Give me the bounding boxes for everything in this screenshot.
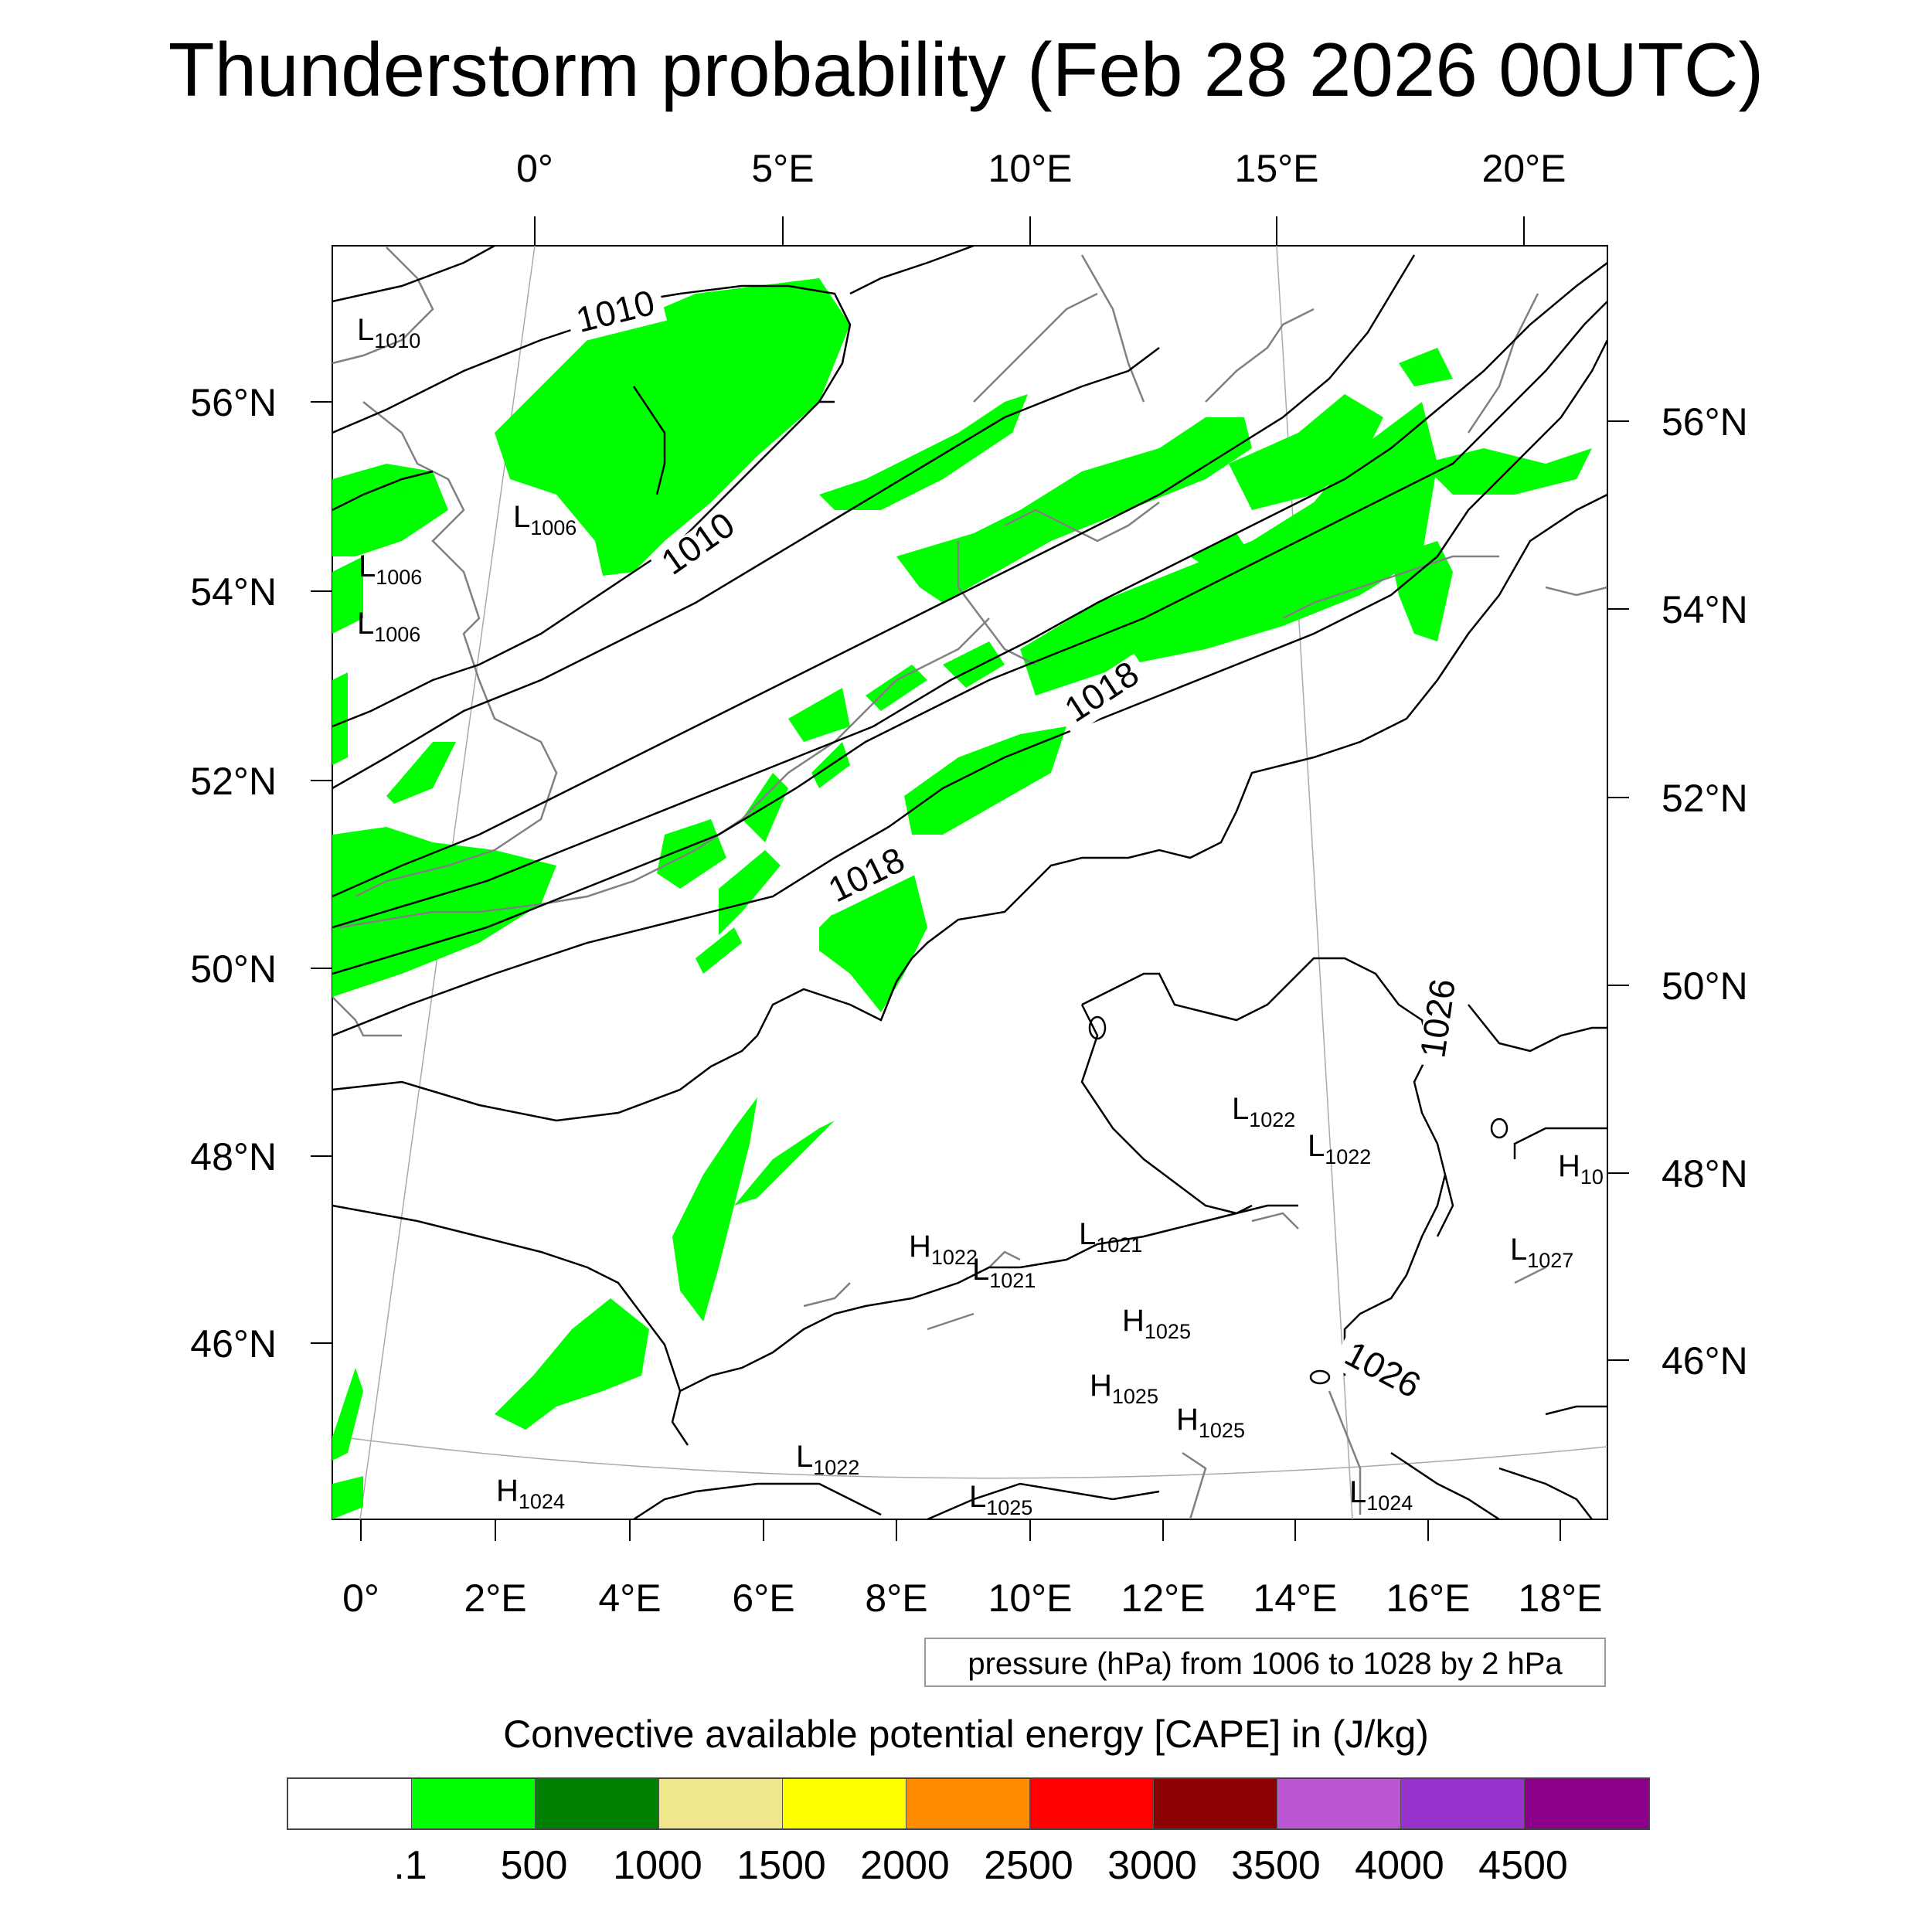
top-lon-label: 20°E	[1482, 147, 1566, 190]
pressure-center-label: H1025	[1090, 1369, 1158, 1408]
colorbar-tick-label: 3000	[1107, 1843, 1197, 1888]
right-lat-label: 48°N	[1662, 1152, 1748, 1196]
colorbar-swatch	[536, 1779, 659, 1828]
colorbar-tick-label: .1	[393, 1843, 427, 1888]
pressure-center-label: L1022	[796, 1440, 859, 1479]
coastlines	[332, 247, 1607, 1519]
colorbar-tick-label: 2000	[860, 1843, 950, 1888]
pressure-center-label: L1021	[1079, 1217, 1142, 1257]
left-lat-label: 48°N	[190, 1135, 277, 1179]
pressure-center-label: H1022	[909, 1230, 978, 1269]
pressure-center-label: H1025	[1122, 1304, 1191, 1343]
pressure-center-label: H10	[1558, 1149, 1604, 1189]
right-lat-label: 54°N	[1662, 588, 1748, 631]
bottom-lon-label: 16°E	[1386, 1577, 1471, 1620]
tick-marks	[311, 216, 1629, 1541]
bottom-lon-label: 12°E	[1121, 1577, 1206, 1620]
bottom-lon-label: 6°E	[732, 1577, 794, 1620]
colorbar-swatch	[412, 1779, 536, 1828]
chart-title: Thunderstorm probability (Feb 28 2026 00…	[168, 27, 1764, 112]
pressure-center-label: H1025	[1176, 1403, 1245, 1442]
pressure-center-label: L1024	[1349, 1475, 1413, 1515]
colorbar-swatch	[906, 1779, 1030, 1828]
pressure-center-label: L1022	[1308, 1129, 1371, 1168]
pressure-center-label: L1006	[357, 607, 420, 646]
top-lon-label: 5°E	[751, 147, 814, 190]
colorbar-swatch	[288, 1779, 412, 1828]
top-lon-label: 15°E	[1235, 147, 1319, 190]
pressure-contour-note: pressure (hPa) from 1006 to 1028 by 2 hP…	[924, 1638, 1606, 1687]
pressure-center-label: L1021	[972, 1253, 1036, 1292]
pressure-center-label: L1006	[359, 549, 422, 589]
colorbar-tick-label: 1000	[613, 1843, 702, 1888]
pressure-center-label: H1024	[496, 1474, 565, 1513]
top-lon-label: 10°E	[988, 147, 1073, 190]
left-lat-label: 56°N	[190, 381, 277, 424]
right-lat-label: 50°N	[1662, 964, 1748, 1008]
bottom-lon-label: 10°E	[988, 1577, 1073, 1620]
colorbar-swatch	[659, 1779, 783, 1828]
colorbar-tick-label: 500	[500, 1843, 568, 1888]
right-lat-label: 52°N	[1662, 777, 1748, 820]
colorbar-swatch	[1525, 1779, 1648, 1828]
left-lat-label: 54°N	[190, 570, 277, 614]
colorbar-swatch	[783, 1779, 906, 1828]
colorbar-tick-label: 4500	[1478, 1843, 1568, 1888]
pressure-center-label: L1025	[969, 1480, 1032, 1519]
right-lat-label: 56°N	[1662, 400, 1748, 444]
colorbar-title: Convective available potential energy [C…	[503, 1713, 1429, 1756]
top-lon-label: 0°	[516, 147, 553, 190]
pressure-center-label: L1010	[357, 313, 420, 352]
colorbar-tick-label: 1500	[736, 1843, 826, 1888]
pressure-center-label: L1006	[513, 500, 577, 539]
left-lat-label: 52°N	[190, 760, 277, 803]
bottom-lon-label: 8°E	[865, 1577, 927, 1620]
bottom-lon-label: 0°	[342, 1577, 379, 1620]
colorbar-tick-label: 3500	[1231, 1843, 1321, 1888]
left-lat-label: 46°N	[190, 1322, 277, 1366]
left-lat-label: 50°N	[190, 947, 277, 991]
colorbar-tick-label: 2500	[984, 1843, 1073, 1888]
bottom-lon-label: 14°E	[1253, 1577, 1338, 1620]
right-lat-label: 46°N	[1662, 1339, 1748, 1383]
bottom-lon-label: 2°E	[464, 1577, 526, 1620]
pressure-center-label: L1022	[1232, 1092, 1295, 1131]
colorbar-swatch	[1030, 1779, 1154, 1828]
colorbar-labels: .1 500 1000 1500 2000 2500 3000 3500 4000 4500	[287, 1842, 1662, 1896]
colorbar-swatch	[1401, 1779, 1525, 1828]
colorbar-swatch	[1277, 1779, 1401, 1828]
pressure-center-label: L1027	[1510, 1233, 1573, 1272]
colorbar-tick-label: 4000	[1355, 1843, 1444, 1888]
cape-colorbar	[287, 1777, 1650, 1830]
bottom-lon-label: 18°E	[1519, 1577, 1603, 1620]
bottom-lon-label: 4°E	[598, 1577, 661, 1620]
colorbar-swatch	[1154, 1779, 1277, 1828]
